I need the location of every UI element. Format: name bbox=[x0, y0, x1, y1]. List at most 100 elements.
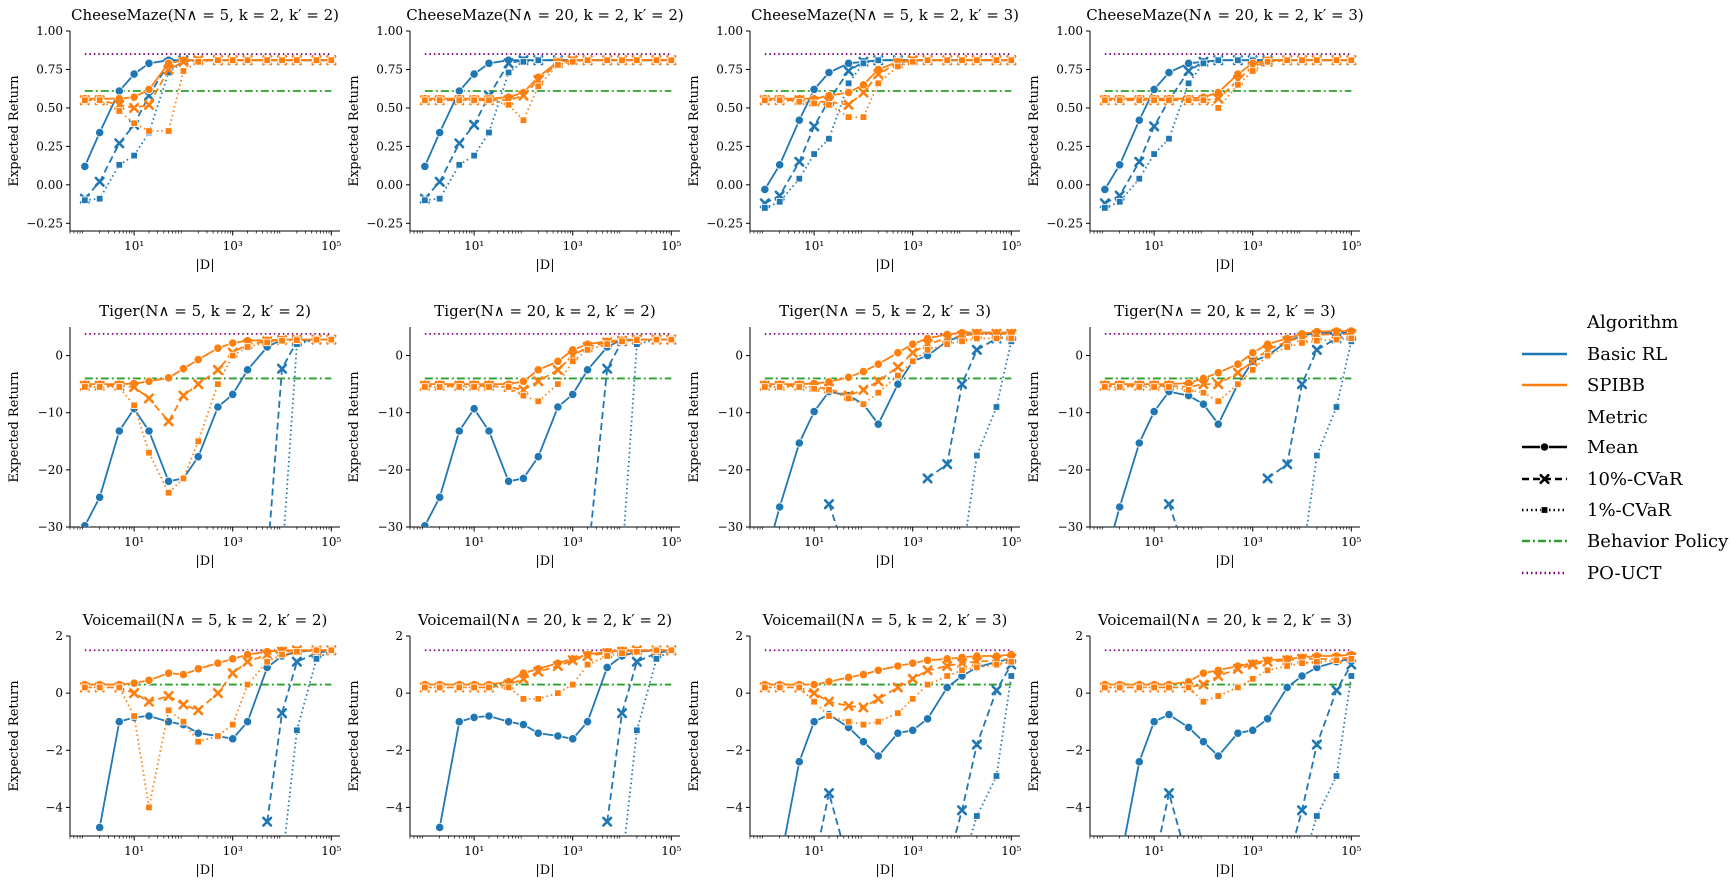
data-point-basic_rl-cvar10 bbox=[956, 805, 968, 816]
data-point-spibb-cvar1 bbox=[312, 646, 321, 654]
data-point-basic_rl-mean bbox=[1115, 160, 1125, 170]
series-line-basic_rl-cvar10 bbox=[764, 59, 1012, 205]
data-point-spibb-cvar1 bbox=[603, 340, 611, 348]
y-tick-label: −4 bbox=[45, 800, 63, 814]
data-point-spibb-cvar1 bbox=[229, 720, 237, 729]
series-line-basic_rl-mean bbox=[423, 59, 672, 167]
y-tick-label: 0.50 bbox=[36, 101, 63, 115]
data-point-spibb-cvar1 bbox=[1007, 658, 1016, 666]
plot-area bbox=[1099, 53, 1357, 212]
series-line-spibb-mean bbox=[1104, 59, 1352, 100]
data-point-spibb-cvar1 bbox=[1234, 81, 1242, 89]
data-point-spibb-cvar1 bbox=[859, 400, 868, 408]
data-point-spibb-cvar1 bbox=[583, 660, 592, 669]
data-point-basic_rl-cvar10 bbox=[1163, 499, 1175, 510]
y-tick-label: 0.50 bbox=[716, 101, 743, 115]
data-point-basic_rl-mean bbox=[228, 389, 238, 400]
data-point-basic_rl-mean bbox=[775, 160, 785, 170]
y-tick-label: 1.00 bbox=[716, 24, 743, 38]
data-point-basic_rl-mean bbox=[193, 452, 203, 462]
x-tick-label: 10³ bbox=[223, 844, 243, 858]
data-point-spibb-cvar1 bbox=[1007, 56, 1016, 64]
data-point-basic_rl-mean bbox=[228, 734, 238, 744]
data-point-spibb-cvar10 bbox=[873, 68, 884, 80]
data-point-spibb-mean bbox=[824, 677, 834, 687]
data-point-basic_rl-mean bbox=[553, 731, 563, 741]
series-line-basic_rl-cvar1 bbox=[1309, 675, 1353, 836]
data-point-basic_rl-cvar1 bbox=[973, 451, 981, 460]
data-point-spibb-cvar10 bbox=[143, 99, 155, 110]
data-point-basic_rl-cvar1 bbox=[1332, 772, 1341, 780]
data-point-spibb-cvar10 bbox=[129, 381, 140, 393]
data-point-spibb-cvar1 bbox=[1347, 655, 1356, 663]
data-point-spibb-cvar10 bbox=[518, 673, 529, 684]
data-point-basic_rl-cvar1 bbox=[844, 79, 853, 88]
data-point-spibb-cvar10 bbox=[843, 700, 854, 712]
x-tick-label: 10¹ bbox=[804, 535, 824, 549]
data-point-spibb-cvar1 bbox=[874, 718, 882, 726]
series-line-spibb-mean bbox=[424, 338, 672, 385]
data-point-spibb-cvar1 bbox=[485, 683, 493, 692]
panel-title: Voicemail(N∧ = 5, k = 2, k′ = 2) bbox=[82, 611, 328, 629]
data-point-basic_rl-cvar10 bbox=[991, 685, 1002, 696]
y-tick-label: 0 bbox=[735, 349, 743, 363]
data-point-spibb-cvar1 bbox=[312, 335, 321, 344]
data-point-spibb-cvar10 bbox=[518, 90, 529, 101]
x-tick-label: 10¹ bbox=[124, 535, 144, 549]
data-point-spibb-mean bbox=[809, 679, 819, 690]
data-point-basic_rl-mean bbox=[1248, 725, 1258, 735]
data-point-spibb-cvar1 bbox=[569, 58, 577, 66]
series-line-spibb-mean bbox=[764, 331, 1012, 385]
data-point-spibb-mean bbox=[129, 92, 139, 102]
y-tick-label: −20 bbox=[718, 463, 743, 477]
series-line-spibb-mean bbox=[1104, 653, 1352, 686]
data-point-spibb-cvar1 bbox=[1234, 683, 1242, 692]
data-point-basic_rl-mean bbox=[454, 426, 464, 436]
data-point-spibb-cvar1 bbox=[958, 337, 966, 345]
data-point-spibb-mean bbox=[213, 343, 223, 353]
data-point-spibb-mean bbox=[843, 372, 854, 382]
data-point-basic_rl-mean bbox=[95, 127, 105, 138]
data-point-basic_rl-mean bbox=[80, 521, 90, 527]
data-point-spibb-cvar1 bbox=[95, 683, 104, 692]
data-point-spibb-cvar1 bbox=[130, 401, 138, 409]
series-line-spibb-cvar10 bbox=[84, 338, 332, 423]
data-point-spibb-cvar10 bbox=[858, 384, 869, 395]
series-line-spibb-cvar1 bbox=[1104, 658, 1352, 703]
series-line-spibb-cvar10 bbox=[1104, 333, 1352, 388]
data-point-spibb-cvar1 bbox=[810, 99, 818, 108]
data-point-spibb-cvar1 bbox=[603, 652, 611, 660]
data-point-spibb-cvar1 bbox=[1283, 662, 1291, 670]
data-point-basic_rl-mean bbox=[503, 476, 514, 486]
data-point-spibb-cvar1 bbox=[115, 683, 123, 692]
data-point-spibb-cvar1 bbox=[652, 335, 661, 344]
series-line-basic_rl-mean bbox=[1104, 59, 1352, 190]
data-point-basic_rl-cvar10 bbox=[276, 363, 288, 374]
x-tick-label: 10⁵ bbox=[661, 844, 681, 858]
x-axis-label: |D| bbox=[1215, 258, 1234, 273]
legend-label-pouct: PO-UCT bbox=[1587, 563, 1662, 584]
x-tick-label: 10³ bbox=[903, 844, 923, 858]
data-point-spibb-cvar10 bbox=[892, 682, 903, 693]
data-point-spibb-cvar1 bbox=[943, 340, 951, 348]
x-tick-label: 10³ bbox=[903, 239, 923, 253]
legend-label-spibb: SPIBB bbox=[1587, 375, 1645, 396]
data-point-spibb-cvar1 bbox=[1347, 56, 1356, 64]
plot-area bbox=[1099, 327, 1357, 527]
data-point-basic_rl-mean bbox=[1164, 67, 1174, 78]
data-point-basic_rl-cvar1 bbox=[1101, 204, 1109, 212]
data-point-basic_rl-cvar10 bbox=[114, 138, 125, 149]
y-tick-label: 0.75 bbox=[36, 62, 63, 76]
series-line-spibb-cvar10 bbox=[1104, 59, 1352, 102]
data-point-basic_rl-mean bbox=[435, 492, 445, 502]
data-point-spibb-cvar1 bbox=[652, 56, 661, 64]
y-tick-label: −20 bbox=[38, 463, 63, 477]
data-point-spibb-cvar1 bbox=[421, 683, 429, 692]
data-point-basic_rl-cvar1 bbox=[1135, 174, 1143, 183]
data-point-spibb-cvar1 bbox=[1199, 698, 1208, 706]
data-point-spibb-cvar10 bbox=[552, 364, 563, 375]
data-point-basic_rl-mean bbox=[568, 734, 578, 744]
y-tick-label: 1.00 bbox=[36, 24, 63, 38]
data-point-spibb-cvar1 bbox=[761, 683, 769, 692]
data-point-spibb-cvar1 bbox=[214, 380, 222, 388]
